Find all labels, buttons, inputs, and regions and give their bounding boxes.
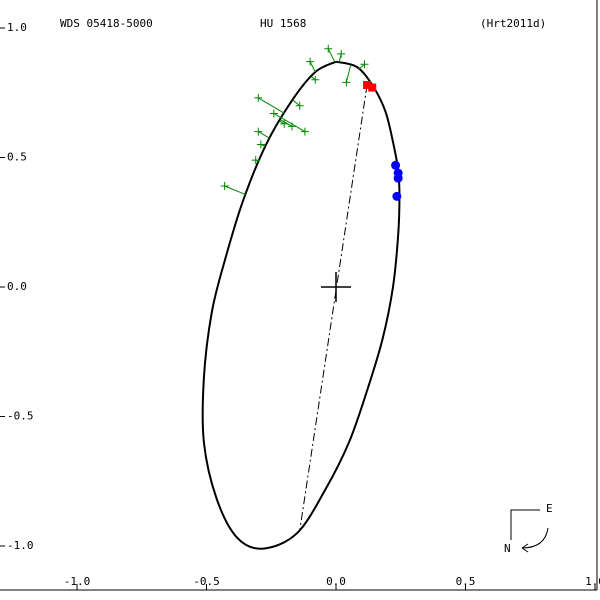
observation bbox=[306, 57, 315, 66]
observation bbox=[311, 75, 320, 84]
observation bbox=[391, 160, 401, 170]
observation bbox=[342, 78, 351, 87]
x-tick-label: 0.5 bbox=[456, 575, 476, 588]
residual-line bbox=[327, 48, 336, 63]
compass: E N bbox=[504, 502, 553, 555]
observation bbox=[254, 93, 263, 102]
observation bbox=[295, 101, 304, 110]
compass-east: E bbox=[546, 502, 553, 515]
observation bbox=[254, 127, 263, 136]
reference: (Hrt2011d) bbox=[480, 17, 546, 30]
observation bbox=[324, 44, 333, 53]
residual-line bbox=[258, 131, 270, 139]
chart-title: HU 1568 bbox=[260, 17, 306, 30]
observation bbox=[220, 181, 229, 190]
compass-axes bbox=[510, 509, 540, 540]
observation bbox=[300, 127, 309, 136]
observation bbox=[368, 83, 377, 92]
residual-line bbox=[224, 185, 246, 196]
orbit bbox=[201, 60, 401, 550]
y-tick-label: -1.0 bbox=[7, 539, 34, 552]
observation bbox=[392, 191, 402, 201]
compass-north: N bbox=[504, 542, 511, 555]
residual-line bbox=[311, 76, 316, 81]
y-tick-label: 0.5 bbox=[7, 151, 27, 164]
residual-line bbox=[258, 97, 285, 114]
residual-line bbox=[309, 61, 316, 73]
x-tick-label: 1.0 bbox=[585, 575, 600, 588]
compass-arc bbox=[521, 527, 549, 549]
observation bbox=[337, 49, 346, 58]
observation bbox=[360, 60, 369, 69]
compass-arrow bbox=[521, 543, 529, 553]
x-tick-label: -0.5 bbox=[193, 575, 220, 588]
residual-line bbox=[358, 63, 365, 70]
observation bbox=[363, 80, 372, 89]
residual-line bbox=[292, 99, 301, 107]
x-tick-label: 0.0 bbox=[326, 575, 346, 588]
y-tick-label: -0.5 bbox=[7, 410, 34, 423]
observation bbox=[269, 109, 278, 118]
x-tick-label: -1.0 bbox=[64, 575, 91, 588]
observation bbox=[393, 173, 403, 183]
observation bbox=[256, 140, 265, 149]
y-tick-label: 0.0 bbox=[7, 280, 27, 293]
residual-line bbox=[280, 119, 293, 127]
y-tick-label: 1.0 bbox=[7, 21, 27, 34]
line-of-nodes bbox=[299, 84, 368, 531]
residual-line bbox=[273, 113, 282, 119]
wds-id: WDS 05418-5000 bbox=[60, 17, 153, 30]
residual-line bbox=[345, 65, 352, 83]
observation bbox=[251, 156, 260, 165]
residual-line bbox=[281, 117, 306, 133]
